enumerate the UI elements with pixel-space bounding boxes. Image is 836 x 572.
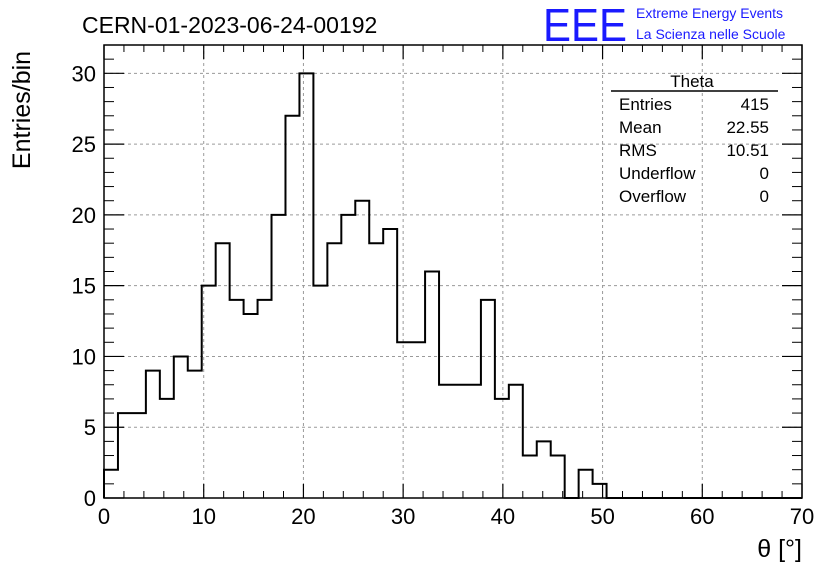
stats-value-underflow: 0: [760, 164, 769, 183]
x-tick-label: 40: [491, 504, 515, 529]
x-tick-label: 50: [590, 504, 614, 529]
x-tick-label: 60: [690, 504, 714, 529]
stats-label-mean: Mean: [619, 118, 662, 137]
x-tick-label: 30: [391, 504, 415, 529]
stats-value-overflow: 0: [760, 187, 769, 206]
grid: [103, 45, 803, 499]
logo-line-2: La Scienza nelle Scuole: [636, 26, 786, 42]
stats-label-rms: RMS: [619, 141, 657, 160]
y-tick-label: 30: [72, 61, 96, 86]
x-tick-label: 10: [191, 504, 215, 529]
stats-value-entries: 415: [741, 95, 769, 114]
stats-label-underflow: Underflow: [619, 164, 696, 183]
tick-labels: 0 10 20 30 40 50 60 70 0 5 10 15 20 25 30: [72, 61, 815, 529]
eee-logo-mark: EEE: [543, 0, 627, 51]
y-tick-label: 0: [84, 486, 96, 511]
x-tick-label: 70: [790, 504, 814, 529]
stats-box-title: Theta: [670, 72, 714, 91]
run-title: CERN-01-2023-06-24-00192: [82, 12, 377, 38]
stats-label-entries: Entries: [619, 95, 672, 114]
y-tick-label: 15: [72, 274, 96, 299]
logo-line-1: Extreme Energy Events: [636, 5, 783, 21]
stats-box: Theta Entries 415 Mean 22.55 RMS 10.51 U…: [611, 72, 778, 206]
y-tick-label: 10: [72, 344, 96, 369]
axis-ticks: [103, 44, 803, 499]
x-axis-label: θ [°]: [757, 535, 802, 563]
x-tick-label: 20: [291, 504, 315, 529]
y-tick-label: 25: [72, 132, 96, 157]
y-tick-label: 20: [72, 203, 96, 228]
y-axis-label: Entries/bin: [8, 51, 36, 169]
plot-frame: [103, 44, 803, 499]
x-tick-label: 0: [98, 504, 110, 529]
stats-value-mean: 22.55: [726, 118, 769, 137]
stats-value-rms: 10.51: [726, 141, 769, 160]
stats-label-overflow: Overflow: [619, 187, 687, 206]
y-tick-label: 5: [84, 415, 96, 440]
